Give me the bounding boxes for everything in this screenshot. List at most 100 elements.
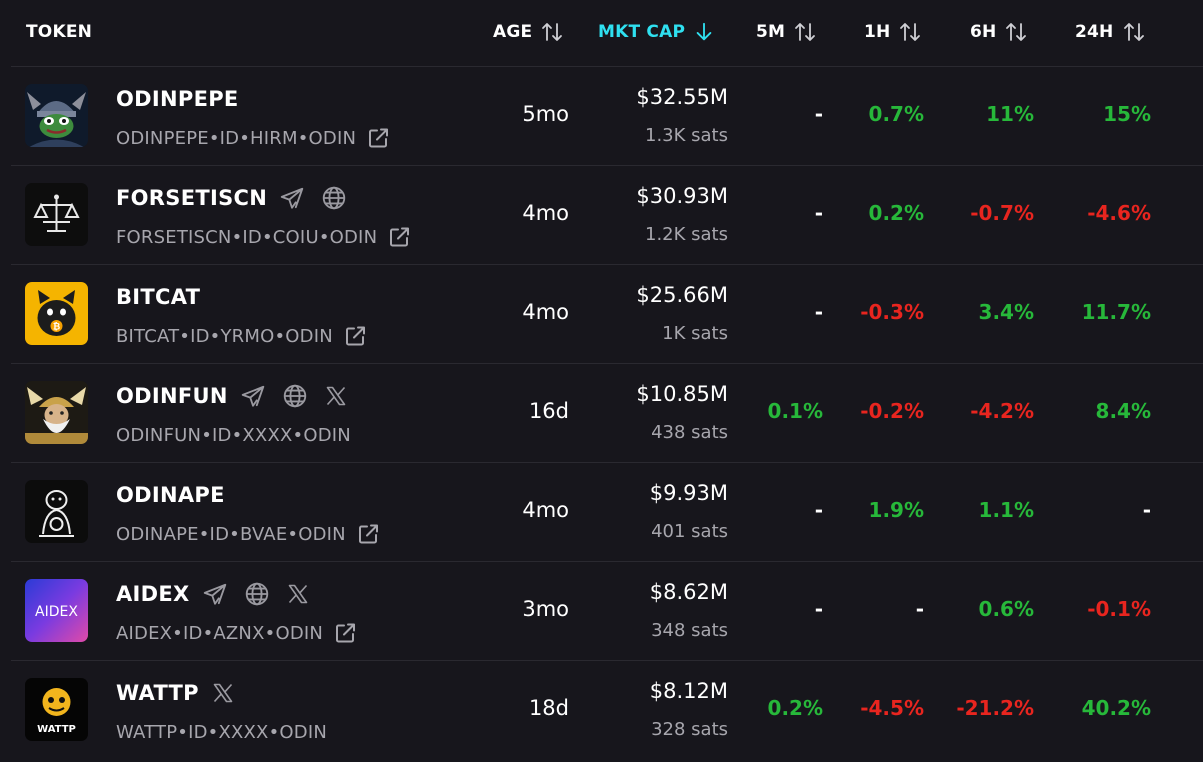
- token-name[interactable]: ODINAPE: [116, 483, 225, 507]
- external-link-icon[interactable]: [366, 126, 390, 150]
- change-24h: 40.2%: [1081, 696, 1151, 720]
- telegram-icon[interactable]: [279, 185, 305, 211]
- change-24h: 15%: [1103, 102, 1151, 126]
- price-sats: 438 sats: [651, 422, 728, 443]
- globe-icon[interactable]: [282, 383, 308, 409]
- market-cap: $8.12M: [649, 679, 728, 703]
- svg-text:₿: ₿: [53, 322, 60, 333]
- market-cap: $25.66M: [636, 283, 728, 307]
- token-id-line: ODINAPE•ID•BVAE•ODIN: [116, 520, 380, 548]
- table-header: TOKEN AGE MKT CAP 5M 1H 6H 24H: [0, 0, 1203, 66]
- x-twitter-icon[interactable]: [324, 384, 348, 408]
- token-name[interactable]: FORSETISCN: [116, 186, 268, 210]
- telegram-icon[interactable]: [202, 581, 228, 607]
- table-row[interactable]: AIDEX AIDEX AIDEX•ID•AZNX•ODIN 3mo $8.62…: [11, 561, 1203, 660]
- 6h-sort-header[interactable]: 6H: [970, 20, 1028, 44]
- wattp-logo-text: WATTP: [37, 724, 76, 735]
- change-1h: -0.2%: [860, 399, 924, 423]
- globe-icon[interactable]: [244, 581, 270, 607]
- age-sort-header[interactable]: AGE: [493, 20, 564, 44]
- market-cap: $30.93M: [636, 184, 728, 208]
- token-age: 5mo: [522, 102, 569, 126]
- change-1h: 1.9%: [868, 498, 924, 522]
- change-6h: 1.1%: [978, 498, 1034, 522]
- external-link-icon[interactable]: [387, 225, 411, 249]
- table-row[interactable]: ODINAPE ODINAPE•ID•BVAE•ODIN 4mo $9.93M …: [11, 462, 1203, 561]
- telegram-icon[interactable]: [240, 383, 266, 409]
- change-6h: -4.2%: [970, 399, 1034, 423]
- token-avatar-odinpepe[interactable]: [25, 84, 88, 147]
- token-age: 18d: [528, 696, 569, 720]
- 24h-sort-header[interactable]: 24H: [1075, 20, 1146, 44]
- change-1h: -: [915, 597, 924, 621]
- market-cap: $9.93M: [649, 481, 728, 505]
- sort-arrows-icon: [1004, 20, 1028, 44]
- change-6h: 3.4%: [978, 300, 1034, 324]
- token-name[interactable]: WATTP: [116, 681, 199, 705]
- table-row[interactable]: ₿ BITCAT BITCAT•ID•YRMO•ODIN 4mo $25.66M…: [11, 264, 1203, 363]
- external-link-icon[interactable]: [343, 324, 367, 348]
- 1h-sort-header[interactable]: 1H: [864, 20, 922, 44]
- token-id-line: FORSETISCN•ID•COIU•ODIN: [116, 223, 411, 251]
- change-24h: 8.4%: [1095, 399, 1151, 423]
- token-id: ODINAPE•ID•BVAE•ODIN: [116, 523, 346, 545]
- age-header-label: AGE: [493, 22, 533, 42]
- token-id: FORSETISCN•ID•COIU•ODIN: [116, 226, 378, 248]
- table-row[interactable]: ODINFUN ODINFUN•ID•XXXX•ODIN 16d $10.85M…: [11, 363, 1203, 462]
- token-id: BITCAT•ID•YRMO•ODIN: [116, 325, 333, 347]
- token-header-label: TOKEN: [26, 22, 93, 42]
- change-5m: 0.1%: [767, 399, 823, 423]
- change-1h: -4.5%: [860, 696, 924, 720]
- market-cap: $10.85M: [636, 382, 728, 406]
- table-row[interactable]: FORSETISCN FORSETISCN•ID•COIU•ODIN 4mo $…: [11, 165, 1203, 264]
- 24h-header-label: 24H: [1075, 22, 1114, 42]
- change-5m: -: [814, 597, 823, 621]
- token-avatar-wattp[interactable]: WATTP: [25, 678, 88, 741]
- token-id-line: ODINFUN•ID•XXXX•ODIN: [116, 421, 351, 449]
- table-row[interactable]: WATTP WATTP WATTP•ID•XXXX•ODIN 18d $8.12…: [11, 660, 1203, 759]
- token-name-line: AIDEX: [116, 580, 310, 608]
- token-avatar-bitcat[interactable]: ₿: [25, 282, 88, 345]
- change-1h: 0.7%: [868, 102, 924, 126]
- sort-arrows-icon: [793, 20, 817, 44]
- change-5m: -: [814, 102, 823, 126]
- change-24h: -: [1142, 498, 1151, 522]
- token-age: 3mo: [522, 597, 569, 621]
- table-row[interactable]: ODINPEPE ODINPEPE•ID•HIRM•ODIN 5mo $32.5…: [11, 66, 1203, 165]
- sort-arrows-icon: [898, 20, 922, 44]
- token-name-line: FORSETISCN: [116, 184, 347, 212]
- price-sats: 401 sats: [651, 521, 728, 542]
- change-5m: -: [814, 300, 823, 324]
- token-column-header: TOKEN: [26, 20, 92, 44]
- token-name[interactable]: ODINPEPE: [116, 87, 239, 111]
- aidex-logo-text: AIDEX: [35, 604, 78, 620]
- price-sats: 1.2K sats: [645, 224, 728, 245]
- token-avatar-odinape[interactable]: [25, 480, 88, 543]
- change-1h: 0.2%: [868, 201, 924, 225]
- token-age: 4mo: [522, 498, 569, 522]
- token-name-line: ODINAPE: [116, 481, 225, 509]
- token-name[interactable]: BITCAT: [116, 285, 201, 309]
- price-sats: 348 sats: [651, 620, 728, 641]
- change-5m: -: [814, 498, 823, 522]
- external-link-icon[interactable]: [333, 621, 357, 645]
- 5m-sort-header[interactable]: 5M: [756, 20, 817, 44]
- mktcap-header-label: MKT CAP: [598, 22, 686, 42]
- token-name[interactable]: AIDEX: [116, 582, 190, 606]
- price-sats: 1K sats: [662, 323, 728, 344]
- token-avatar-odinfun[interactable]: [25, 381, 88, 444]
- token-avatar-aidex[interactable]: AIDEX: [25, 579, 88, 642]
- x-twitter-icon[interactable]: [211, 681, 235, 705]
- change-6h: -0.7%: [970, 201, 1034, 225]
- mktcap-sort-header[interactable]: MKT CAP: [598, 20, 715, 44]
- token-name[interactable]: ODINFUN: [116, 384, 228, 408]
- price-sats: 328 sats: [651, 719, 728, 740]
- x-twitter-icon[interactable]: [286, 582, 310, 606]
- external-link-icon[interactable]: [356, 522, 380, 546]
- token-avatar-forsetiscn[interactable]: [25, 183, 88, 246]
- token-name-line: WATTP: [116, 679, 235, 707]
- token-id-line: BITCAT•ID•YRMO•ODIN: [116, 322, 367, 350]
- globe-icon[interactable]: [321, 185, 347, 211]
- change-5m: 0.2%: [767, 696, 823, 720]
- token-age: 16d: [528, 399, 569, 423]
